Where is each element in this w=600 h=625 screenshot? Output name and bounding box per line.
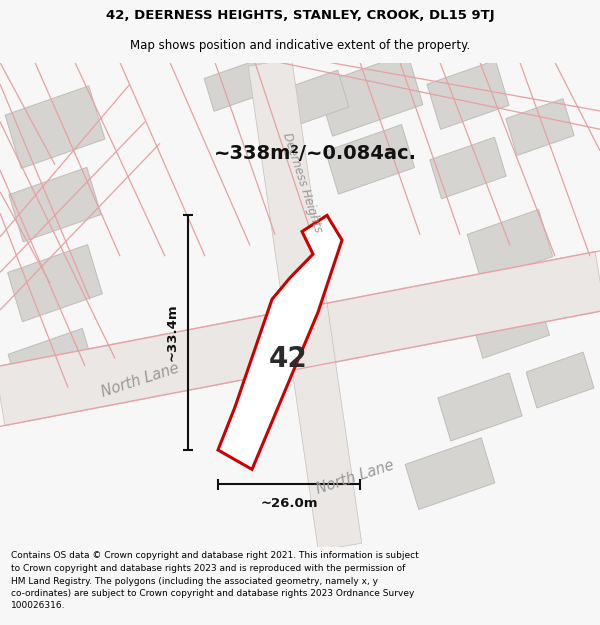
Text: Deerness Heights: Deerness Heights [280,131,324,234]
Polygon shape [9,168,101,242]
Polygon shape [438,373,522,441]
Polygon shape [405,438,495,509]
Polygon shape [467,209,553,281]
Polygon shape [506,99,574,156]
Text: 42, DEERNESS HEIGHTS, STANLEY, CROOK, DL15 9TJ: 42, DEERNESS HEIGHTS, STANLEY, CROOK, DL… [106,9,494,22]
Text: ~26.0m: ~26.0m [260,498,318,511]
Polygon shape [8,328,96,399]
Polygon shape [218,216,342,469]
Polygon shape [0,251,600,426]
Text: 42: 42 [269,344,307,372]
Text: North Lane: North Lane [314,458,396,496]
Polygon shape [526,352,594,408]
Polygon shape [8,244,103,322]
Text: Contains OS data © Crown copyright and database right 2021. This information is : Contains OS data © Crown copyright and d… [11,551,419,611]
Polygon shape [427,60,509,129]
Polygon shape [5,86,105,168]
Polygon shape [271,70,349,130]
Polygon shape [204,57,276,111]
Text: ~338m²/~0.084ac.: ~338m²/~0.084ac. [214,144,416,164]
Text: ~33.4m: ~33.4m [166,304,179,361]
Text: North Lane: North Lane [99,361,181,399]
Polygon shape [430,138,506,199]
Polygon shape [317,53,423,136]
Polygon shape [325,124,415,194]
Polygon shape [470,294,550,358]
Polygon shape [248,59,362,551]
Text: Map shows position and indicative extent of the property.: Map shows position and indicative extent… [130,39,470,51]
